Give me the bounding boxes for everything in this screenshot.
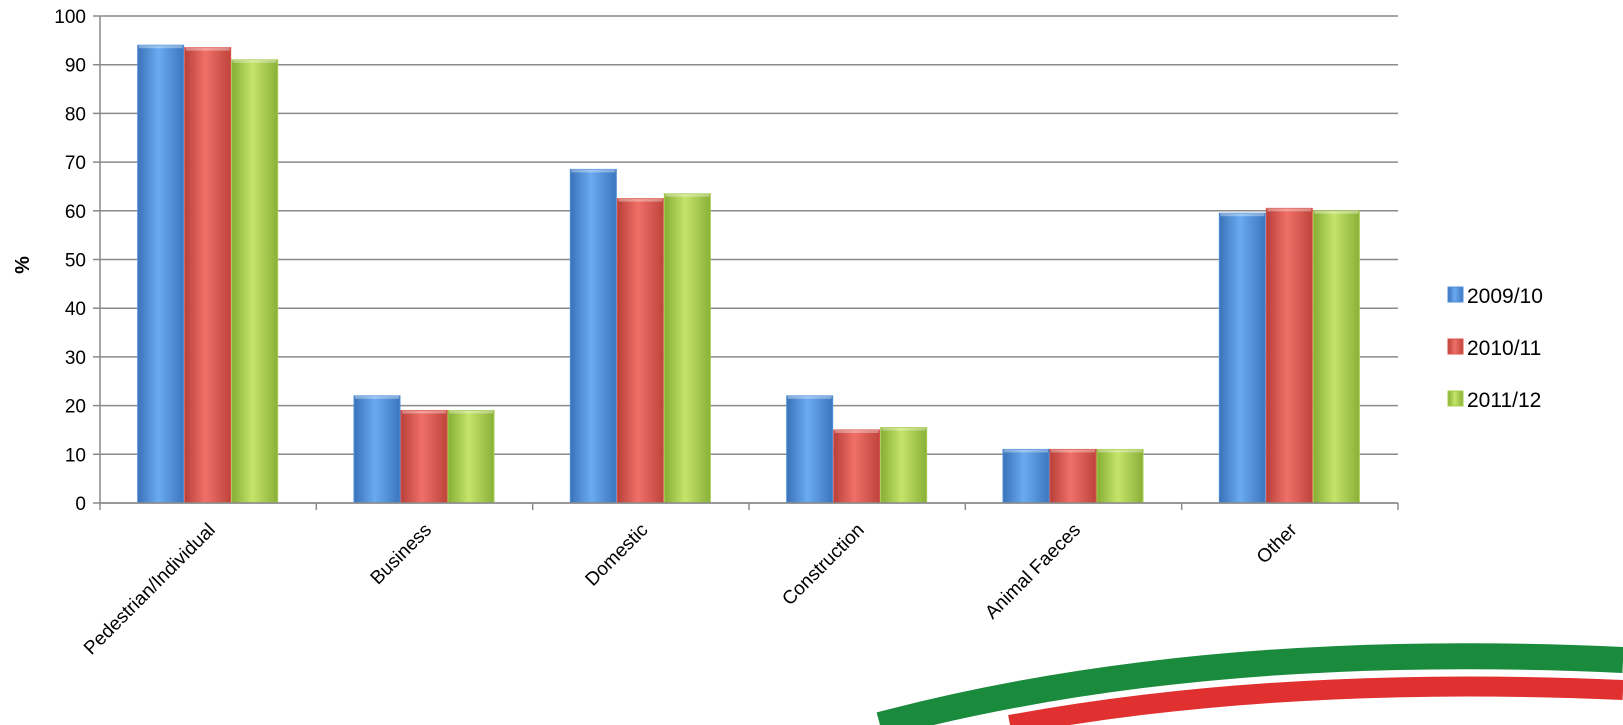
bar-construction-2010-11	[833, 429, 881, 504]
y-tick-label: 80	[65, 104, 86, 125]
y-tick-label: 40	[65, 299, 86, 320]
bar-highlight	[138, 45, 183, 49]
bar-highlight	[881, 427, 926, 431]
bar-construction-2009-10	[786, 395, 834, 504]
bar-highlight	[571, 169, 616, 173]
y-tick-label: 90	[65, 56, 86, 77]
bar-highlight	[449, 410, 493, 414]
bar-animal-faeces-2010-11	[1049, 448, 1097, 504]
bar-other-2009-10	[1218, 212, 1266, 504]
legend-swatch-2010-11	[1447, 338, 1464, 355]
decorative-arc-logo	[876, 643, 1623, 725]
bar-animal-faeces-2009-10	[1002, 448, 1050, 504]
x-tick-label: Business	[367, 520, 436, 589]
legend-swatch-2011-12	[1447, 390, 1464, 407]
x-axis	[99, 16, 1399, 510]
bar-highlight	[1004, 449, 1048, 453]
bar-business-2009-10	[353, 395, 401, 504]
bar-highlight	[185, 47, 230, 51]
bar-highlight	[834, 429, 879, 433]
y-tick-label: 50	[65, 251, 86, 272]
x-tick-label: Domestic	[582, 520, 653, 591]
legend-label: 2011/12	[1467, 389, 1541, 412]
x-tick-label: Construction	[778, 520, 868, 610]
x-tick-label: Pedestrian/Individual	[80, 520, 220, 660]
y-axis-label: %	[12, 256, 34, 274]
y-tick-label: 30	[65, 348, 86, 369]
bar-highlight	[355, 395, 399, 399]
bar-highlight	[402, 410, 446, 414]
bar-highlight	[1220, 213, 1265, 217]
bar-animal-faeces-2011-12	[1096, 448, 1144, 504]
bar-highlight	[665, 193, 710, 197]
legend-swatch-2009-10	[1447, 286, 1464, 303]
bar-pedestrian-individual-2009-10	[137, 44, 185, 504]
bar-domestic-2010-11	[616, 198, 664, 504]
bars	[137, 44, 1360, 504]
x-tick-label: Animal Faeces	[981, 520, 1085, 624]
legend-label: 2010/11	[1467, 337, 1541, 360]
bar-highlight	[1098, 449, 1142, 453]
bar-highlight	[787, 395, 832, 399]
y-tick-label: 70	[65, 153, 86, 174]
bar-other-2010-11	[1265, 207, 1313, 504]
bar-highlight	[1051, 449, 1095, 453]
x-axis-tick-labels: Pedestrian/Individual Business Domestic Con…	[80, 519, 1302, 659]
y-tick-label: 60	[65, 202, 86, 223]
bar-pedestrian-individual-2010-11	[184, 47, 232, 504]
legend: 2009/10 2010/11 2011/12	[1447, 285, 1543, 412]
bar-domestic-2009-10	[569, 168, 617, 504]
bar-business-2010-11	[400, 409, 448, 504]
bar-highlight	[1314, 210, 1359, 214]
bar-highlight	[1267, 208, 1312, 212]
y-axis-ticks: 0 10 20 30 40 50 60 70 80 90 100	[54, 7, 86, 515]
y-tick-label: 0	[75, 494, 86, 515]
bar-domestic-2011-12	[663, 193, 711, 504]
y-tick-label: 100	[54, 7, 86, 28]
gridlines	[93, 15, 1398, 504]
bar-pedestrian-individual-2011-12	[231, 59, 279, 504]
y-tick-label: 20	[65, 397, 86, 418]
bar-construction-2011-12	[880, 427, 928, 504]
bar-highlight	[618, 198, 663, 202]
bar-business-2011-12	[447, 409, 495, 504]
x-tick-label: Other	[1253, 519, 1302, 568]
y-tick-label: 10	[65, 445, 86, 466]
bar-other-2011-12	[1312, 210, 1360, 504]
legend-label: 2009/10	[1467, 285, 1543, 308]
bar-highlight	[232, 59, 277, 63]
